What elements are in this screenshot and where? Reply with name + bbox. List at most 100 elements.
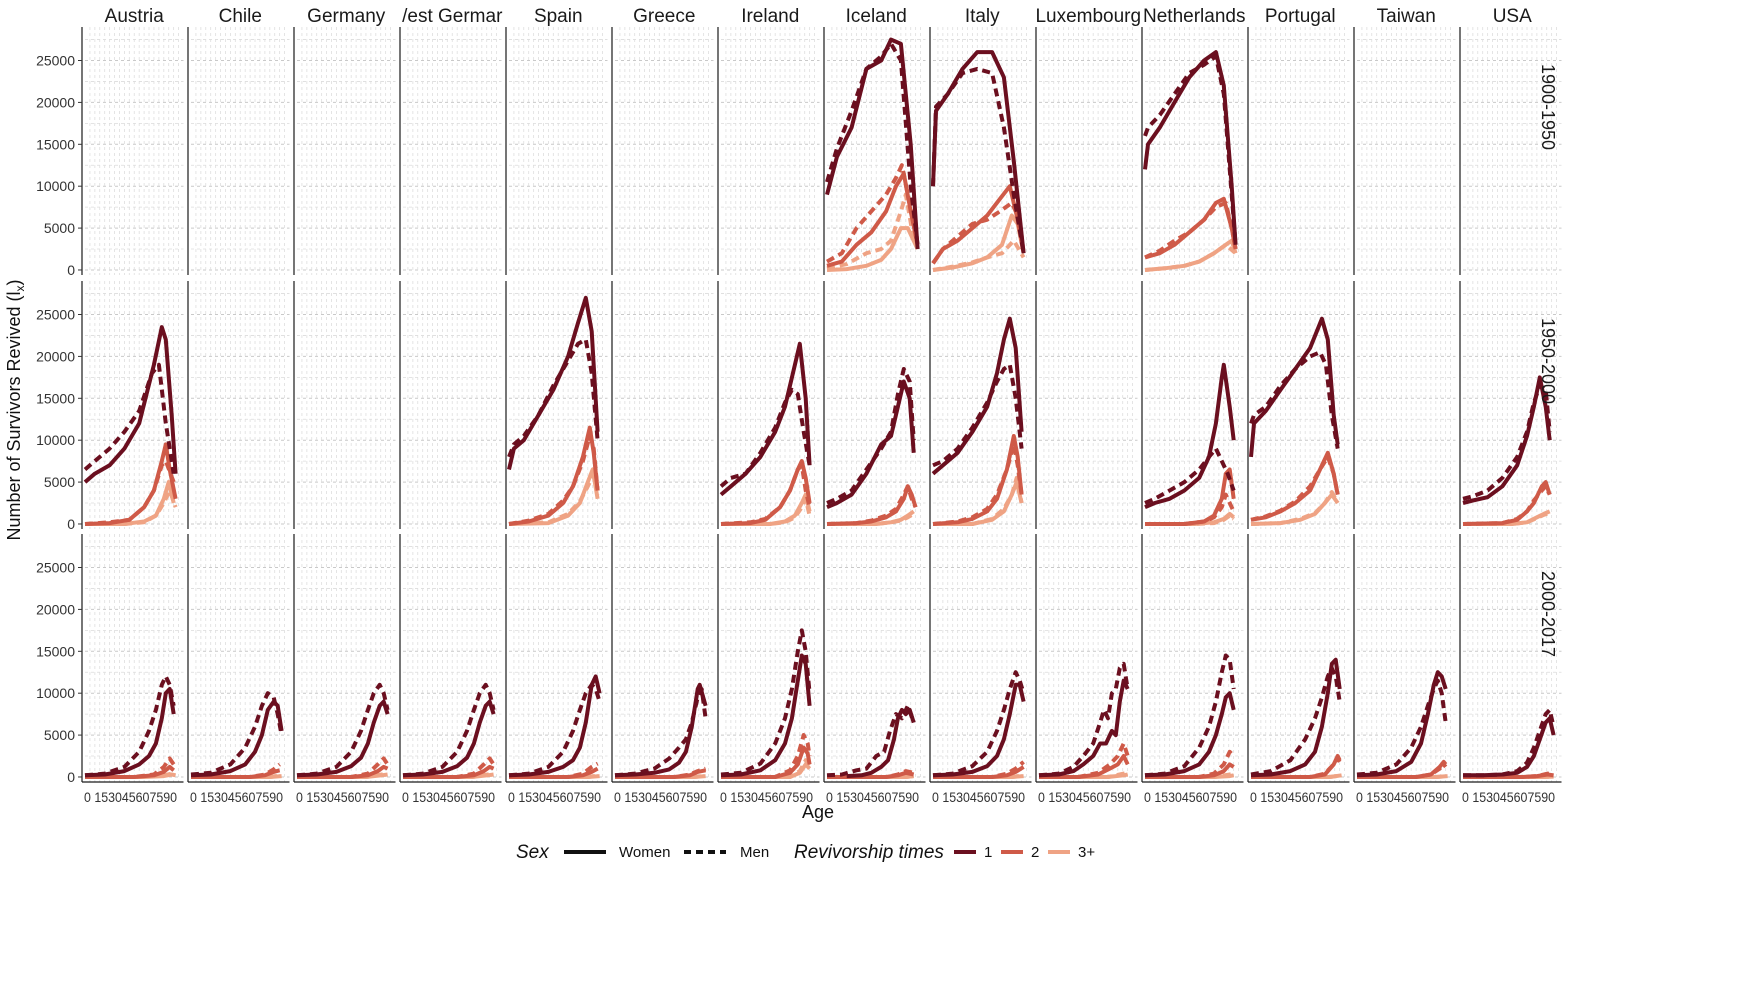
panel-grid [297,281,396,529]
panel-series-group [1357,672,1448,777]
panel-grid [403,281,502,529]
panel-grid [721,27,820,275]
x-tick-label: 0 153045607590 [402,789,495,805]
x-tick-label: 0 153045607590 [84,789,177,805]
panel-series-group [1145,52,1236,270]
x-tick-label: 0 153045607590 [720,789,813,805]
panel-grid [191,534,290,782]
facet-column-label: Austria [105,6,165,27]
facet-column-label: Greece [633,6,695,27]
y-tick-label: 25000 [36,560,75,576]
panel-grid [1251,27,1350,275]
facet-column-label: /est Germar [402,6,503,27]
y-axis-title-main: Number of Survivors Revived (l [4,291,24,540]
grid-layer [85,27,1562,782]
x-tick-label: 0 153045607590 [296,789,389,805]
y-tick-label: 10000 [36,178,75,194]
panel-grid [615,281,714,529]
series-line-women-1 [1145,365,1234,507]
legend-label-women: Women [619,844,670,861]
facet-row-label: 1900-1950 [1538,64,1558,150]
y-tick-label: 0 [67,769,75,785]
panel-series-group [1463,710,1554,777]
legend-label-times: 2 [1031,844,1039,861]
panel-grid [297,534,396,782]
panel-grid [509,534,608,782]
panel-grid [191,27,290,275]
facet-column-label: Taiwan [1377,6,1436,27]
y-tick-label: 15000 [36,390,75,406]
panel-grid [933,27,1032,275]
panel-grid [1357,281,1456,529]
series-line-women-1 [933,685,1024,776]
y-tick-label: 20000 [36,94,75,110]
x-tick-label: 0 153045607590 [1462,789,1555,805]
y-tick-label: 25000 [36,53,75,69]
series-line-women-1 [615,685,706,776]
y-tick-label: 0 [67,262,75,278]
panel-grid [403,534,502,782]
x-tick-label: 0 153045607590 [826,789,919,805]
panel-grid [1357,534,1456,782]
series-line-women-1 [1357,672,1446,775]
series-line-women-1 [847,710,914,776]
series-line-men-1 [1145,56,1236,245]
y-tick-label: 5000 [44,474,75,490]
panel-grid [85,27,184,275]
facet-column-label: Italy [965,6,1000,27]
x-tick-label: 0 153045607590 [932,789,1025,805]
y-tick-label: 5000 [44,220,75,236]
panel-series-group [509,676,600,777]
facet-column-label: Ireland [741,6,799,27]
y-tick-label: 15000 [36,136,75,152]
panel-series-group [933,52,1024,270]
facet-row-label: 2000-2017 [1538,571,1558,657]
panel-series-group [85,676,176,777]
series-line-women-1 [509,676,600,775]
panel-series-group [827,706,914,777]
series-layer [85,40,1554,777]
facet-column-label: Germany [307,6,386,27]
legend-label-times: 3+ [1078,844,1095,861]
panel-grid [297,27,396,275]
x-tick-label: 0 153045607590 [1356,789,1449,805]
series-line-men-2 [933,203,1024,263]
panel-grid [827,534,926,782]
y-tick-label: 20000 [36,601,75,617]
panel-grid [403,27,502,275]
facet-column-label: Netherlands [1143,6,1245,27]
facet-column-label: Iceland [846,6,907,27]
x-tick-label: 0 153045607590 [508,789,601,805]
panel-grid [615,27,714,275]
x-tick-label: 0 153045607590 [1038,789,1131,805]
panel-series-group [403,685,494,777]
panel-grid [85,534,184,782]
legend-revivorship-title: Revivorship times [794,842,944,863]
y-tick-label: 0 [67,516,75,532]
axis-layer [78,27,1562,782]
y-axis-title: Number of Survivors Revived (lx) [4,279,27,540]
y-tick-label: 10000 [36,432,75,448]
panel-grid [191,281,290,529]
series-line-men-3plus [1145,245,1236,270]
y-tick-label: 10000 [36,685,75,701]
panel-grid [85,281,184,529]
panel-grid [1039,27,1138,275]
y-axis-title-end: ) [4,279,24,285]
legend-label-times: 1 [984,844,992,861]
panel-grid [1039,281,1138,529]
panel-grid [615,534,714,782]
legend-sex-title: Sex [516,842,550,863]
series-line-women-1 [297,702,388,776]
series-line-men-1 [191,693,282,774]
y-tick-label: 20000 [36,348,75,364]
y-tick-label: 5000 [44,727,75,743]
series-line-women-1 [1251,319,1338,457]
x-tick-label: 0 153045607590 [1250,789,1343,805]
series-line-men-1 [1251,352,1338,448]
facet-column-label: USA [1493,6,1532,27]
facet-column-label: Luxembourg [1035,6,1141,27]
panel-series-group [827,40,918,270]
